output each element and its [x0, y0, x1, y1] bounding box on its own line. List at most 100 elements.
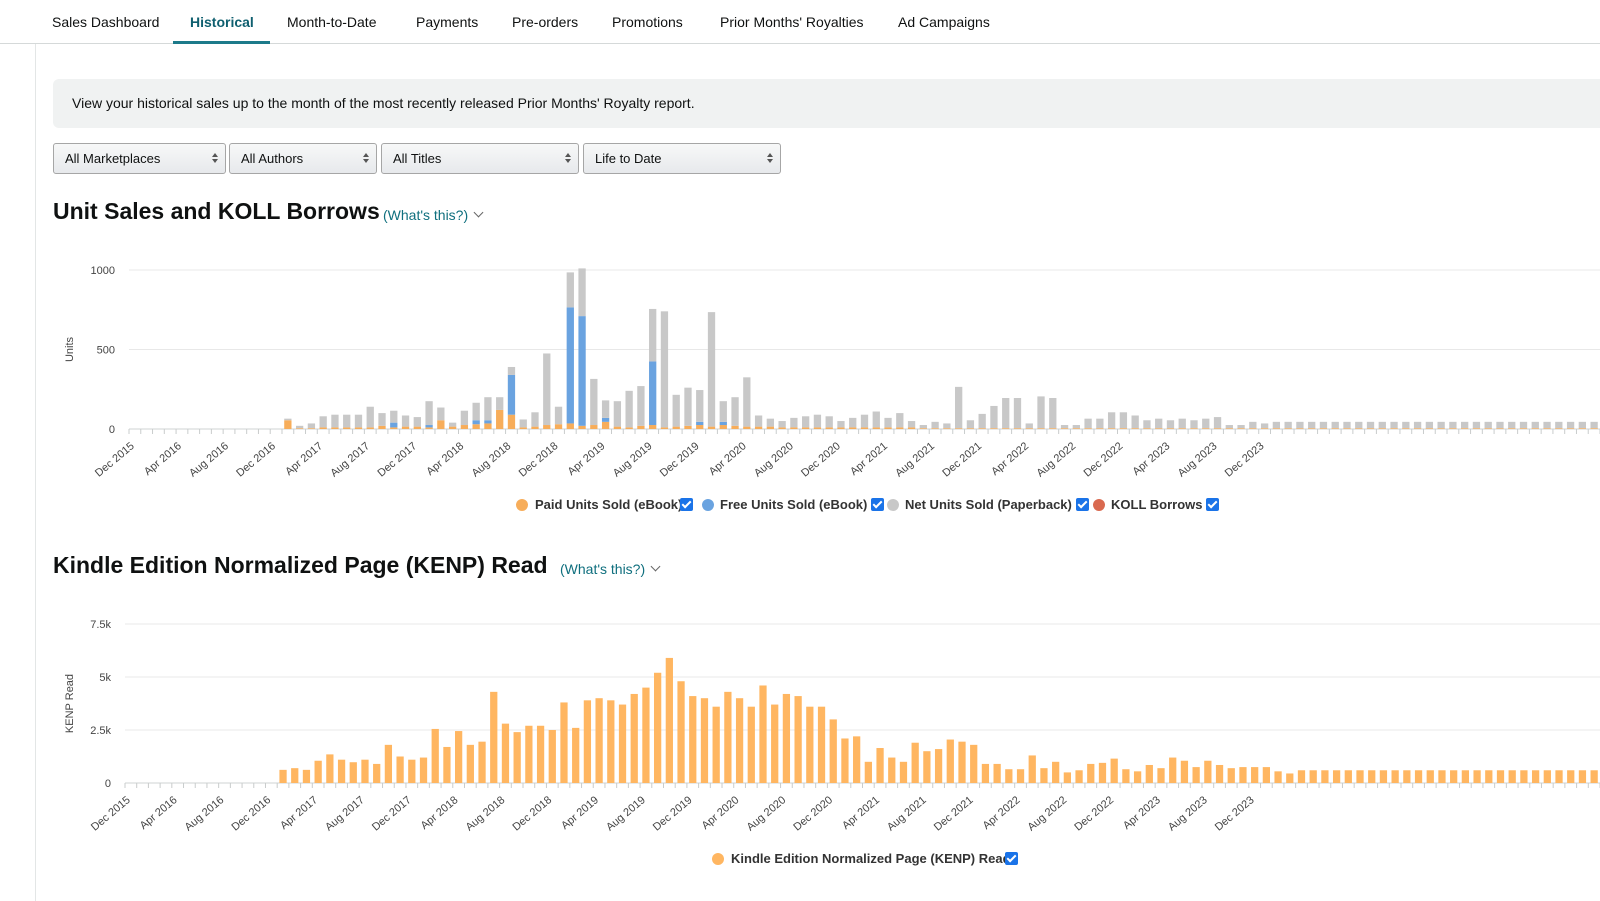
bar [1344, 770, 1352, 783]
bar [548, 730, 556, 783]
x-tick-label: Dec 2021 [940, 440, 984, 479]
marketplace-select-value: All Marketplaces [65, 151, 161, 166]
bar [390, 410, 398, 423]
bar [766, 426, 775, 429]
legend-checkbox-paperback[interactable] [1076, 498, 1089, 511]
bar [431, 728, 439, 783]
legend-dot-kenp [712, 853, 724, 865]
bar [1087, 763, 1095, 783]
title-select[interactable]: All Titles [381, 143, 579, 174]
legend-checkbox-koll[interactable] [1206, 498, 1219, 511]
bar [507, 374, 516, 415]
legend-label-koll: KOLL Borrows [1111, 497, 1203, 512]
bar [472, 402, 480, 421]
legend-label-paid: Paid Units Sold (eBook) [535, 497, 683, 512]
bar [1072, 428, 1080, 429]
bar [519, 419, 527, 428]
bar [923, 751, 931, 783]
bar [1251, 767, 1259, 783]
bar [1013, 428, 1022, 429]
tab-prior-months-royalties[interactable]: Prior Months' Royalties [720, 14, 864, 30]
bar [1013, 397, 1022, 429]
x-tick-label: Dec 2023 [1223, 440, 1267, 479]
bar [295, 428, 304, 429]
bar [284, 418, 292, 421]
bar [672, 394, 680, 427]
bar [496, 409, 504, 429]
bar [759, 685, 767, 783]
bar [1262, 767, 1270, 783]
bar [1169, 757, 1177, 783]
bar [931, 421, 939, 429]
tab-ad-campaigns[interactable]: Ad Campaigns [898, 14, 990, 30]
bar [1143, 420, 1151, 429]
bar [660, 427, 669, 429]
units-whats-this-link[interactable]: (What's this?) [383, 207, 469, 223]
bar [794, 696, 802, 783]
bar [337, 759, 346, 783]
bar [677, 681, 685, 783]
legend-checkbox-kenp[interactable] [1005, 852, 1018, 865]
bar [413, 417, 421, 427]
bar [649, 361, 657, 426]
tab-pre-orders[interactable]: Pre-orders [512, 14, 579, 30]
marketplace-select[interactable]: All Marketplaces [53, 143, 226, 174]
bar [401, 415, 410, 427]
bar [1272, 428, 1281, 429]
bar [279, 769, 287, 783]
bar [1110, 758, 1118, 783]
bar [637, 386, 645, 426]
bar [314, 760, 322, 783]
bar [707, 312, 716, 427]
x-tick-label: Aug 2019 [611, 440, 655, 479]
tab-historical[interactable]: Historical [190, 14, 254, 30]
bar [1331, 428, 1339, 429]
bar [1461, 421, 1469, 429]
bar [507, 414, 516, 429]
bar [343, 414, 351, 428]
bar [460, 410, 469, 426]
author-select[interactable]: All Authors [229, 143, 377, 174]
bar [707, 426, 716, 429]
chevron-down-icon[interactable] [473, 207, 484, 218]
bar [817, 706, 826, 783]
bar [1473, 770, 1481, 783]
bar [1355, 421, 1363, 429]
bar [1425, 428, 1434, 429]
bar [1425, 421, 1434, 429]
bar [1520, 770, 1528, 783]
tab-sales-dashboard[interactable]: Sales Dashboard [52, 14, 160, 30]
kenp-section-title: Kindle Edition Normalized Page (KENP) Re… [53, 552, 548, 578]
chevron-down-icon[interactable] [650, 561, 661, 572]
bar [778, 421, 786, 428]
bar [1192, 767, 1200, 783]
bar [331, 427, 339, 429]
tab-promotions[interactable]: Promotions [612, 14, 683, 30]
bar [837, 421, 845, 428]
select-arrows-icon [767, 151, 773, 165]
bar [349, 762, 357, 783]
bar [319, 427, 327, 429]
bar [1555, 421, 1563, 429]
bar [1190, 428, 1198, 429]
tab-payments[interactable]: Payments [416, 14, 479, 30]
bar [1413, 428, 1422, 429]
legend-checkbox-free[interactable] [871, 498, 884, 511]
bar [295, 425, 304, 429]
tab-month-to-date[interactable]: Month-to-Date [287, 14, 377, 30]
legend-checkbox-paid[interactable] [680, 498, 693, 511]
bar [583, 700, 592, 783]
bar [1308, 421, 1316, 429]
y-tick-label: 1000 [91, 265, 115, 277]
bar [601, 417, 610, 422]
bar [1178, 428, 1186, 429]
bar [536, 725, 545, 783]
period-select[interactable]: Life to Date [583, 143, 781, 174]
bar [1096, 418, 1104, 429]
bar [1005, 769, 1013, 783]
kenp-whats-this-link[interactable]: (What's this?) [560, 561, 646, 577]
y-tick-label: 2.5k [90, 725, 111, 737]
x-tick-label: Dec 2020 [791, 794, 835, 833]
bar [946, 739, 954, 783]
bar [1555, 770, 1563, 783]
